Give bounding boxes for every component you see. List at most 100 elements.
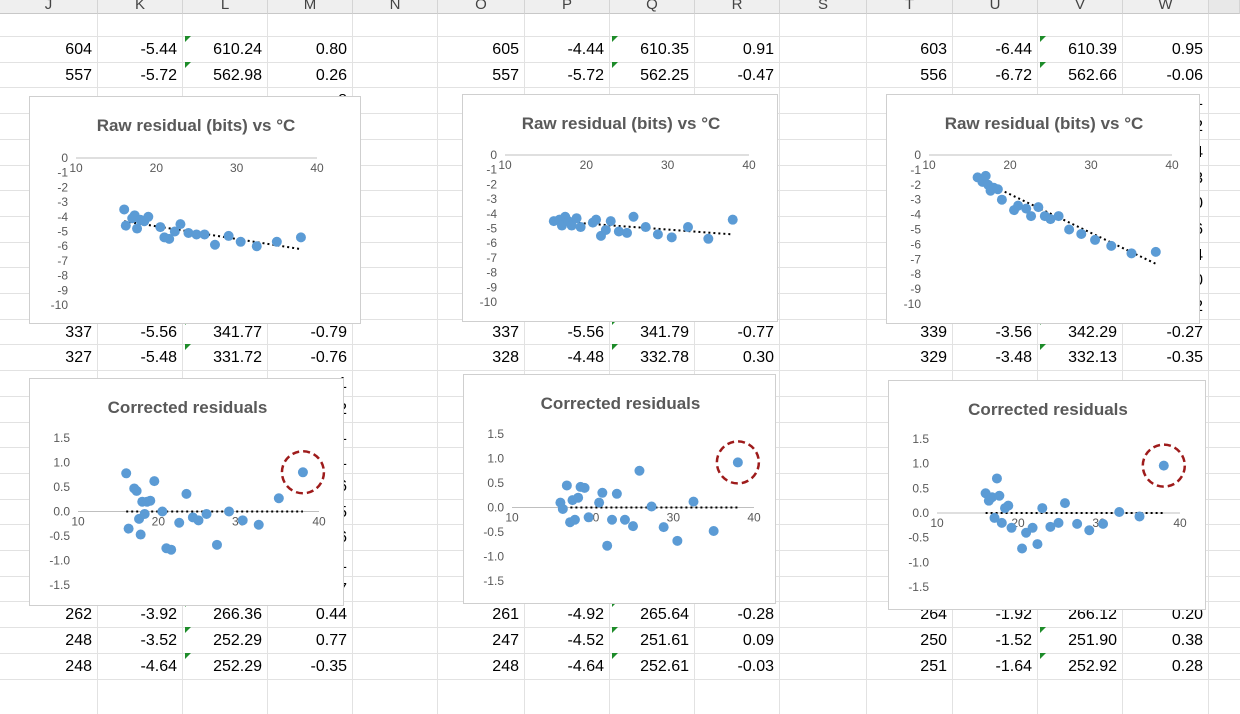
cell-U2[interactable]: -6.72 <box>995 67 1032 84</box>
cell-W24[interactable]: 0.38 <box>1171 632 1203 649</box>
cell-Q23[interactable]: 265.64 <box>640 606 689 623</box>
column-header-M[interactable]: M <box>268 0 353 14</box>
cell-R25[interactable]: -0.03 <box>737 658 774 675</box>
cell-K1[interactable]: -5.44 <box>140 41 177 58</box>
cell-P13[interactable]: -4.48 <box>567 349 604 366</box>
cell-Q12[interactable]: 341.79 <box>640 324 689 341</box>
cell-O2[interactable]: 557 <box>492 67 519 84</box>
cell-L1[interactable]: 610.24 <box>213 41 262 58</box>
cell-K24[interactable]: -3.52 <box>140 632 177 649</box>
cell-P23[interactable]: -4.92 <box>567 606 604 623</box>
cell-U13[interactable]: -3.48 <box>995 349 1032 366</box>
cell-L13[interactable]: 331.72 <box>213 349 262 366</box>
cell-O23[interactable]: 261 <box>492 606 519 623</box>
column-header-O[interactable]: O <box>438 0 525 14</box>
raw-residual-chart-2[interactable]: Raw residual (bits) vs °C 0 -1 -2 -3 -4 -5 -6 -7… <box>462 94 778 322</box>
cell-M24[interactable]: 0.77 <box>315 632 347 649</box>
cell-W13[interactable]: -0.35 <box>1166 349 1203 366</box>
column-header-W[interactable]: W <box>1123 0 1209 14</box>
cell-W25[interactable]: 0.28 <box>1171 658 1203 675</box>
cell-T24[interactable]: 250 <box>920 632 947 649</box>
column-header-R[interactable]: R <box>695 0 780 14</box>
column-header-J[interactable]: J <box>0 0 98 14</box>
cell-R13[interactable]: 0.30 <box>742 349 774 366</box>
cell-V13[interactable]: 332.13 <box>1068 349 1117 366</box>
cell-U25[interactable]: -1.64 <box>995 658 1032 675</box>
raw-residual-chart-1[interactable]: Raw residual (bits) vs °C 0 -1 -2 -3 -4 -5 -6 -7… <box>29 96 361 324</box>
cell-U12[interactable]: -3.56 <box>995 324 1032 341</box>
cell-L25[interactable]: 252.29 <box>213 658 262 675</box>
column-header-V[interactable]: V <box>1038 0 1123 14</box>
cell-T12[interactable]: 339 <box>920 324 947 341</box>
cell-R2[interactable]: -0.47 <box>737 67 774 84</box>
cell-W23[interactable]: 0.20 <box>1171 606 1203 623</box>
cell-R12[interactable]: -0.77 <box>737 324 774 341</box>
cell-J25[interactable]: 248 <box>65 658 92 675</box>
cell-M23[interactable]: 0.44 <box>315 606 347 623</box>
cell-R23[interactable]: -0.28 <box>737 606 774 623</box>
cell-J1[interactable]: 604 <box>65 41 92 58</box>
cell-R24[interactable]: 0.09 <box>742 632 774 649</box>
cell-M25[interactable]: -0.35 <box>310 658 347 675</box>
cell-J23[interactable]: 262 <box>65 606 92 623</box>
cell-K23[interactable]: -3.92 <box>140 606 177 623</box>
cell-Q25[interactable]: 252.61 <box>640 658 689 675</box>
cell-W2[interactable]: -0.06 <box>1166 67 1203 84</box>
cell-J24[interactable]: 248 <box>65 632 92 649</box>
raw-residual-chart-3[interactable]: Raw residual (bits) vs °C 0 -1 -2 -3 -4 -5 -6 -7… <box>886 94 1200 324</box>
cell-W12[interactable]: -0.27 <box>1166 324 1203 341</box>
cell-O12[interactable]: 337 <box>492 324 519 341</box>
cell-U24[interactable]: -1.52 <box>995 632 1032 649</box>
column-header-Q[interactable]: Q <box>610 0 695 14</box>
cell-M1[interactable]: 0.80 <box>315 41 347 58</box>
cell-L2[interactable]: 562.98 <box>213 67 262 84</box>
cell-V24[interactable]: 251.90 <box>1068 632 1117 649</box>
column-header-S[interactable]: S <box>780 0 867 14</box>
cell-V25[interactable]: 252.92 <box>1068 658 1117 675</box>
cell-T25[interactable]: 251 <box>920 658 947 675</box>
cell-Q2[interactable]: 562.25 <box>640 67 689 84</box>
cell-V23[interactable]: 266.12 <box>1068 606 1117 623</box>
cell-V1[interactable]: 610.39 <box>1068 41 1117 58</box>
cell-Q13[interactable]: 332.78 <box>640 349 689 366</box>
cell-K2[interactable]: -5.72 <box>140 67 177 84</box>
column-header-T[interactable]: T <box>867 0 953 14</box>
cell-K12[interactable]: -5.56 <box>140 324 177 341</box>
cell-J13[interactable]: 327 <box>65 349 92 366</box>
cell-M13[interactable]: -0.76 <box>310 349 347 366</box>
cell-L23[interactable]: 266.36 <box>213 606 262 623</box>
cell-P2[interactable]: -5.72 <box>567 67 604 84</box>
column-header-U[interactable]: U <box>953 0 1038 14</box>
cell-O24[interactable]: 247 <box>492 632 519 649</box>
column-header-L[interactable]: L <box>183 0 268 14</box>
cell-T1[interactable]: 603 <box>920 41 947 58</box>
column-header-P[interactable]: P <box>525 0 610 14</box>
cell-Q1[interactable]: 610.35 <box>640 41 689 58</box>
cell-W1[interactable]: 0.95 <box>1171 41 1203 58</box>
cell-L24[interactable]: 252.29 <box>213 632 262 649</box>
cell-U23[interactable]: -1.92 <box>995 606 1032 623</box>
cell-O25[interactable]: 248 <box>492 658 519 675</box>
cell-T23[interactable]: 264 <box>920 606 947 623</box>
cell-V2[interactable]: 562.66 <box>1068 67 1117 84</box>
cell-M2[interactable]: 0.26 <box>315 67 347 84</box>
cell-U1[interactable]: -6.44 <box>995 41 1032 58</box>
cell-T2[interactable]: 556 <box>920 67 947 84</box>
cell-T13[interactable]: 329 <box>920 349 947 366</box>
cell-M12[interactable]: -0.79 <box>310 324 347 341</box>
cell-J2[interactable]: 557 <box>65 67 92 84</box>
cell-O13[interactable]: 328 <box>492 349 519 366</box>
cell-P24[interactable]: -4.52 <box>567 632 604 649</box>
cell-L12[interactable]: 341.77 <box>213 324 262 341</box>
column-header-K[interactable]: K <box>98 0 183 14</box>
corrected-residuals-chart-1[interactable]: Corrected residuals 1.5 1.0 0.5 0.0 -0.5 -1.0 -… <box>29 378 344 606</box>
cell-R1[interactable]: 0.91 <box>742 41 774 58</box>
cell-J12[interactable]: 337 <box>65 324 92 341</box>
cell-K13[interactable]: -5.48 <box>140 349 177 366</box>
cell-K25[interactable]: -4.64 <box>140 658 177 675</box>
cell-V12[interactable]: 342.29 <box>1068 324 1117 341</box>
corrected-residuals-chart-3[interactable]: Corrected residuals 1.5 1.0 0.5 0.0 -0.5 -1.0 -… <box>888 380 1206 610</box>
cell-P1[interactable]: -4.44 <box>567 41 604 58</box>
column-header-N[interactable]: N <box>353 0 438 14</box>
